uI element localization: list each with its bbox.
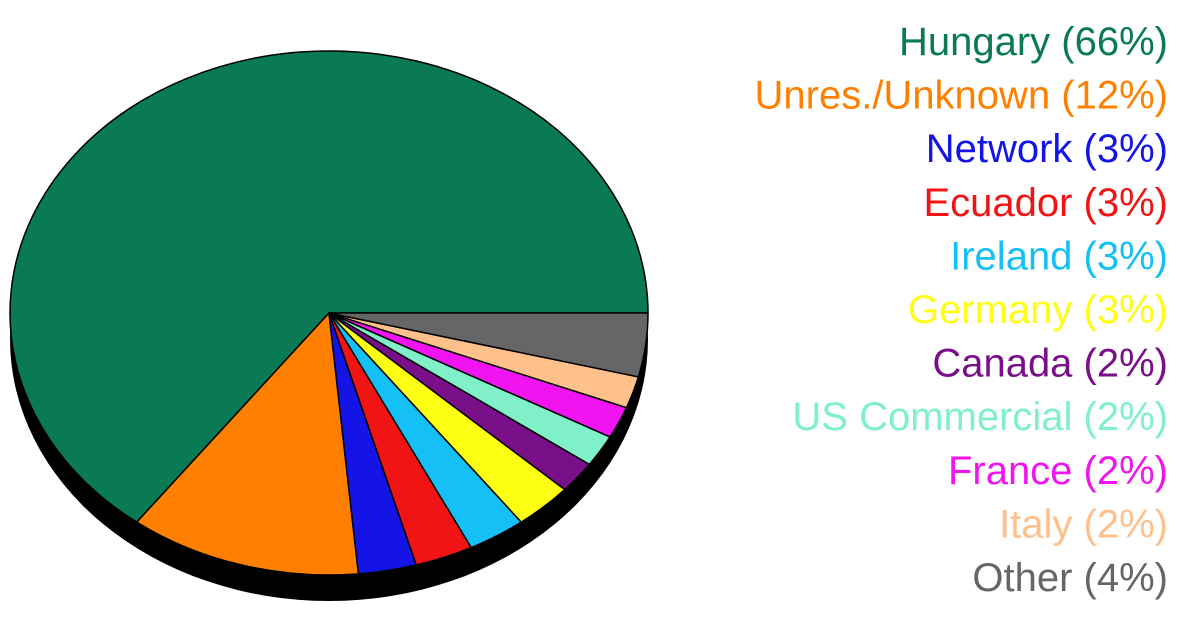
pie-slice-unres-unknown (136, 312, 360, 576)
legend-entry-ecuador: Ecuador (3%) (923, 181, 1168, 225)
legend-entry-canada: Canada (2%) (932, 342, 1168, 386)
legend: Hungary (66%) Unres./Unknown (12%) Network… (755, 20, 1169, 600)
legend-entry-germany: Germany (3%) (908, 288, 1168, 332)
legend-entry-italy: Italy (2%) (999, 502, 1168, 546)
legend-entry-network: Network (3%) (926, 127, 1168, 171)
legend-entry-ireland: Ireland (3%) (950, 234, 1168, 278)
pie-slices (9, 50, 649, 576)
legend-entry-france: France (2%) (948, 449, 1168, 493)
legend-entry-other: Other (4%) (972, 556, 1168, 600)
legend-entry-us-commercial: US Commercial (2%) (792, 395, 1168, 439)
pie-slice-hungary (9, 50, 649, 523)
pie-slice-other (328, 312, 649, 378)
legend-entry-hungary: Hungary (66%) (899, 20, 1168, 64)
legend-entry-unres-unknown: Unres./Unknown (12%) (755, 74, 1169, 118)
